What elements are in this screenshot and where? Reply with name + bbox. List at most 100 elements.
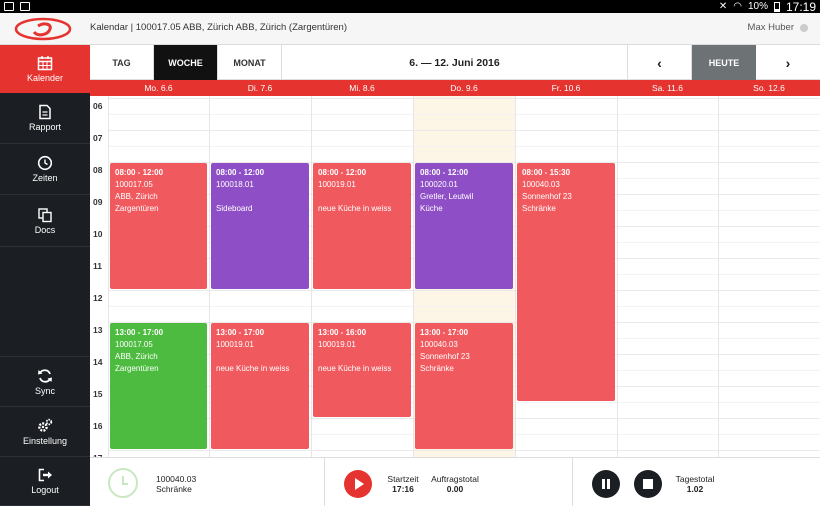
event-time: 13:00 - 16:00 [318, 328, 367, 337]
prev-week-button[interactable]: ‹ [628, 45, 692, 80]
event-time: 08:00 - 12:00 [216, 168, 265, 177]
event-line: 100017.05 [115, 340, 153, 349]
sidebar-label-rapport: Rapport [28, 122, 62, 132]
stop-button[interactable] [634, 470, 662, 498]
event-line: neue Küche in weiss [318, 204, 392, 213]
tab-tag[interactable]: TAG [90, 45, 154, 80]
sidebar-label-logout: Logout [31, 485, 59, 495]
hour-label: 13 [93, 325, 103, 335]
next-week-button[interactable]: › [756, 45, 820, 80]
hour-line [108, 450, 820, 451]
event-time: 13:00 - 17:00 [216, 328, 265, 337]
day-column-line [209, 96, 210, 457]
week-grid: 06 07 08 09 10 11 12 13 14 15 16 17 08:00 - 12:00 100… [90, 96, 820, 457]
company-logo [14, 17, 72, 41]
startzeit-label: Startzeit [387, 474, 419, 484]
hour-label: 11 [93, 261, 102, 271]
sidebar-item-docs[interactable]: Docs [0, 195, 90, 247]
battery-percent: 10% [747, 1, 768, 12]
tab-woche[interactable]: WOCHE [154, 45, 218, 80]
copy-icon [38, 207, 52, 222]
calendar-event[interactable]: 08:00 - 12:00 100018.01 Sideboard [211, 163, 309, 289]
hour-line [108, 98, 820, 99]
calendar-event[interactable]: 13:00 - 17:00 100040.03 Sonnenhof 23 Schrän… [415, 323, 513, 449]
event-time: 08:00 - 12:00 [420, 168, 469, 177]
day-label-0: Mo. 6.6 [144, 83, 173, 93]
sidebar-item-rapport[interactable]: Rapport [0, 93, 90, 144]
event-line: ABB, Zürich [115, 192, 158, 201]
today-button[interactable]: HEUTE [692, 45, 756, 80]
hour-line [108, 130, 820, 131]
wifi-icon: ◠ [733, 1, 742, 12]
day-label-1: Di. 7.6 [247, 83, 273, 93]
event-line [318, 191, 406, 203]
calendar-event[interactable]: 13:00 - 16:00 100019.01 neue Küche in wei… [313, 323, 411, 417]
day-header: Mo. 6.6 Di. 7.6 Mi. 8.6 Do. 9.6 Fr. 10.6 Sa. … [90, 80, 820, 96]
event-line: Küche [420, 204, 443, 213]
half-hour-line [108, 146, 820, 147]
hour-label: 09 [93, 197, 103, 207]
hour-label: 06 [93, 101, 103, 111]
sidebar: Kalender Rapport Zeiten Docs [0, 45, 90, 506]
calendar-icon [37, 56, 53, 71]
sidebar-label-einstellung: Einstellung [22, 435, 68, 446]
hour-line [108, 162, 820, 163]
event-line: 100019.01 [216, 340, 254, 349]
startzeit: Startzeit 17:16 [382, 474, 424, 494]
tab-monat[interactable]: MONAT [218, 45, 282, 80]
calendar-event[interactable]: 13:00 - 17:00 100019.01 neue Küche in wei… [211, 323, 309, 449]
day-label-4: Fr. 10.6 [551, 83, 581, 93]
hour-label: 16 [93, 421, 103, 431]
event-line: Zargentüren [115, 204, 159, 213]
gallery-notification-icon [4, 2, 14, 11]
event-line [216, 351, 304, 363]
chevron-right-icon: › [785, 54, 791, 71]
sidebar-item-einstellung[interactable]: Einstellung [0, 407, 90, 457]
calendar-event[interactable]: 08:00 - 15:30 100040.03 Sonnenhof 23 Schrän… [517, 163, 615, 401]
day-column-line [108, 96, 109, 457]
startzeit-value: 17:16 [392, 484, 414, 494]
current-job-name: Schränke [156, 484, 192, 494]
user-menu[interactable]: Max Huber [748, 22, 808, 33]
day-column-line [311, 96, 312, 457]
start-timer-button[interactable] [344, 470, 372, 498]
hour-label: 15 [93, 389, 103, 399]
calendar-event[interactable]: 08:00 - 12:00 100019.01 neue Küche in wei… [313, 163, 411, 289]
tagestotal-value: 1.02 [686, 484, 704, 494]
logout-icon [38, 468, 52, 482]
gears-icon [38, 418, 53, 432]
sidebar-item-kalender[interactable]: Kalender [0, 45, 90, 93]
calendar-event[interactable]: 08:00 - 12:00 100020.01 Gretler, Leutwil Kü… [415, 163, 513, 289]
half-hour-line [108, 114, 820, 115]
current-job: 100040.03 Schränke [156, 474, 196, 494]
event-time: 13:00 - 17:00 [115, 328, 164, 337]
calendar-toolbar: TAG WOCHE MONAT 6. — 12. Juni 2016 ‹ HEU… [90, 45, 820, 80]
auftragstotal-value: 0.00 [446, 484, 464, 494]
event-line: Gretler, Leutwil [420, 192, 474, 201]
event-line: 100018.01 [216, 180, 254, 189]
day-column-line [617, 96, 618, 457]
sidebar-item-zeiten[interactable]: Zeiten [0, 144, 90, 195]
event-line: Sonnenhof 23 [522, 192, 572, 201]
event-line: 100019.01 [318, 340, 356, 349]
day-label-6: So. 12.6 [753, 83, 785, 93]
current-job-number: 100040.03 [156, 474, 197, 484]
event-line: ABB, Zürich [115, 352, 158, 361]
hour-line [108, 290, 820, 291]
tagestotal: Tagestotal 1.02 [668, 474, 722, 494]
user-icon [800, 23, 808, 32]
sidebar-label-zeiten: Zeiten [32, 173, 58, 183]
mute-icon: ✕ [718, 1, 728, 12]
event-line: Schränke [420, 364, 454, 373]
app-header: Kalendar | 100017.05 ABB, Zürich ABB, Zü… [0, 13, 820, 45]
sidebar-label-sync: Sync [34, 385, 55, 396]
event-line: neue Küche in weiss [318, 364, 392, 373]
calendar-event[interactable]: 13:00 - 17:00 100017.05 ABB, Zürich Zargent… [110, 323, 207, 449]
calendar-event[interactable]: 08:00 - 12:00 100017.05 ABB, Zürich Zargent… [110, 163, 207, 289]
day-column-line [515, 96, 516, 457]
sync-icon [38, 368, 52, 383]
sidebar-item-logout[interactable]: Logout [0, 457, 90, 506]
sidebar-item-sync[interactable]: Sync [0, 356, 90, 407]
pause-button[interactable] [592, 470, 620, 498]
